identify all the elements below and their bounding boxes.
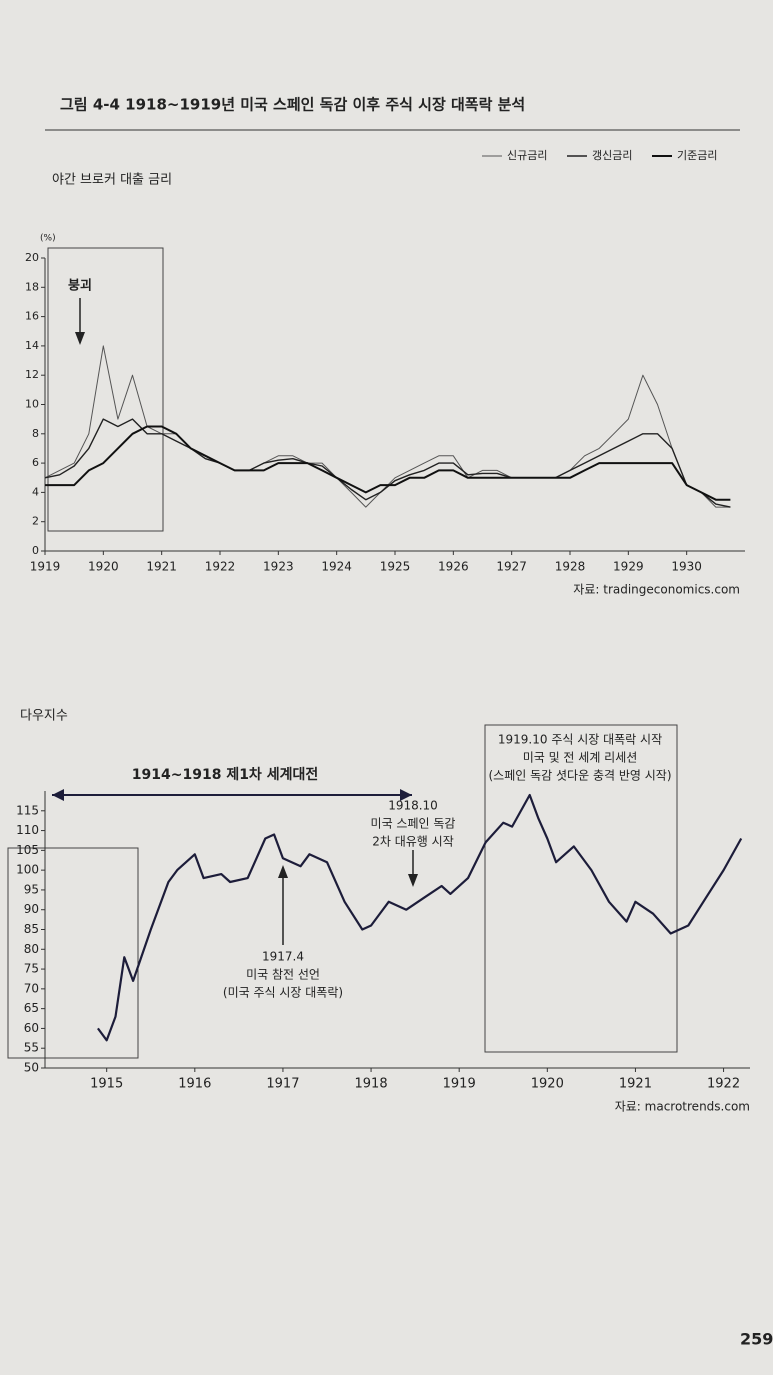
- y-tick-label: 12: [25, 368, 39, 381]
- y-tick-label: 18: [25, 280, 39, 293]
- y-tick-label: 90: [24, 902, 39, 916]
- x-tick-label: 1916: [178, 1077, 211, 1092]
- highlight-box: [7, 847, 139, 1059]
- figure-title: 그림 4-4 1918~1919년 미국 스페인 독감 이후 주식 시장 대폭락…: [60, 96, 525, 114]
- x-tick-label: 1924: [321, 560, 352, 574]
- source: 자료: macrotrends.com: [615, 1100, 750, 1114]
- legend-label: 신규금리: [507, 149, 547, 162]
- x-tick-label: 1919: [30, 560, 61, 574]
- y-tick-label: 115: [16, 803, 39, 817]
- y-tick-label: 16: [25, 310, 39, 323]
- annotation: 1914~1918 제1차 세계대전: [132, 766, 318, 783]
- y-tick-label: 75: [24, 962, 39, 976]
- annotation: (스페인 독감 셧다운 충격 반영 시작): [489, 769, 672, 783]
- line-series: [97, 793, 743, 1042]
- annotation: 미국 및 전 세계 리세션: [523, 751, 638, 765]
- y-tick-label: 10: [25, 398, 39, 411]
- arrow-head: [278, 865, 288, 878]
- x-tick-label: 1923: [263, 560, 294, 574]
- chart-title: 다우지수: [20, 709, 68, 724]
- x-tick-label: 1922: [205, 560, 236, 574]
- y-tick-label: 60: [24, 1021, 39, 1035]
- arrow-head: [408, 874, 418, 887]
- y-tick-label: 95: [24, 882, 39, 896]
- x-tick-label: 1918: [355, 1077, 388, 1092]
- x-tick-label: 1929: [613, 560, 644, 574]
- y-tick-label: 65: [24, 1001, 39, 1015]
- x-tick-label: 1926: [438, 560, 469, 574]
- x-tick-label: 1927: [496, 560, 527, 574]
- y-tick-label: 110: [16, 823, 39, 837]
- page-number: 259: [740, 1330, 773, 1349]
- source: 자료: tradingeconomics.com: [573, 583, 740, 597]
- y-tick-label: 0: [32, 544, 39, 557]
- line-series: [45, 425, 731, 501]
- x-tick-label: 1925: [380, 560, 411, 574]
- y-tick-label: 14: [25, 339, 39, 352]
- annotation: 1919.10 주식 시장 대폭락 시작: [498, 733, 662, 747]
- x-tick-label: 1928: [555, 560, 586, 574]
- annotation: 1918.10: [388, 799, 438, 813]
- y-tick-label: 20: [25, 251, 39, 264]
- line-series: [44, 418, 731, 508]
- x-tick-label: 1915: [90, 1077, 123, 1092]
- y-tick-label: 6: [32, 456, 39, 469]
- y-tick-label: 100: [16, 863, 39, 877]
- legend-label: 기준금리: [677, 149, 717, 162]
- highlight-box: [47, 247, 164, 532]
- annotation: 2차 대유행 시작: [372, 834, 454, 849]
- x-tick-label: 1930: [671, 560, 702, 574]
- y-tick-label: 2: [32, 515, 39, 528]
- y-unit: (%): [40, 234, 56, 244]
- y-tick-label: 8: [32, 427, 39, 440]
- x-tick-label: 1920: [531, 1077, 564, 1092]
- x-tick-label: 1919: [443, 1077, 476, 1092]
- x-tick-label: 1921: [146, 560, 177, 574]
- y-tick-label: 80: [24, 942, 39, 956]
- legend-label: 갱신금리: [592, 149, 632, 162]
- y-tick-label: 4: [32, 485, 39, 498]
- annotation: 미국 참전 선언: [246, 968, 320, 982]
- y-tick-label: 85: [24, 922, 39, 936]
- annotation: (미국 주식 시장 대폭락): [223, 986, 343, 1000]
- annotation: 1917.4: [262, 950, 304, 964]
- x-tick-label: 1922: [707, 1077, 740, 1092]
- highlight-box: [484, 724, 678, 1053]
- x-tick-label: 1917: [266, 1077, 299, 1092]
- annotation: 미국 스페인 독감: [371, 817, 456, 831]
- y-tick-label: 70: [24, 981, 39, 995]
- y-tick-label: 105: [16, 843, 39, 857]
- x-tick-label: 1920: [88, 560, 119, 574]
- y-tick-label: 55: [24, 1041, 39, 1055]
- y-tick-label: 50: [24, 1061, 39, 1075]
- annotation: 붕괴: [68, 279, 92, 294]
- chart-title: 야간 브로커 대출 금리: [52, 173, 172, 188]
- x-tick-label: 1921: [619, 1077, 652, 1092]
- arrow-head: [75, 332, 85, 345]
